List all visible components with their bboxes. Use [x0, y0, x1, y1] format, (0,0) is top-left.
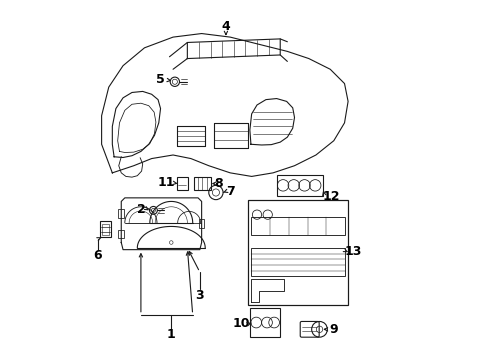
Bar [250, 217, 345, 235]
Bar [102, 224, 109, 235]
Bar [249, 308, 280, 337]
Text: 3: 3 [195, 288, 204, 302]
Text: 11: 11 [157, 176, 174, 189]
Bar [118, 209, 123, 218]
Text: 8: 8 [214, 177, 223, 190]
Bar [199, 220, 204, 228]
Text: 2: 2 [137, 203, 146, 216]
Bar [247, 200, 347, 305]
Text: 1: 1 [166, 328, 175, 341]
Bar [276, 175, 323, 196]
Bar [193, 177, 210, 190]
Bar [176, 177, 188, 190]
Bar [250, 248, 345, 276]
Text: 13: 13 [344, 245, 361, 258]
Text: 4: 4 [221, 20, 230, 33]
Text: 6: 6 [94, 248, 102, 261]
Text: 9: 9 [329, 323, 337, 336]
Text: 12: 12 [322, 190, 339, 203]
Text: 10: 10 [232, 318, 249, 330]
Text: 7: 7 [226, 185, 235, 198]
Text: 5: 5 [156, 73, 164, 86]
Bar [100, 221, 111, 237]
Bar [118, 230, 123, 238]
